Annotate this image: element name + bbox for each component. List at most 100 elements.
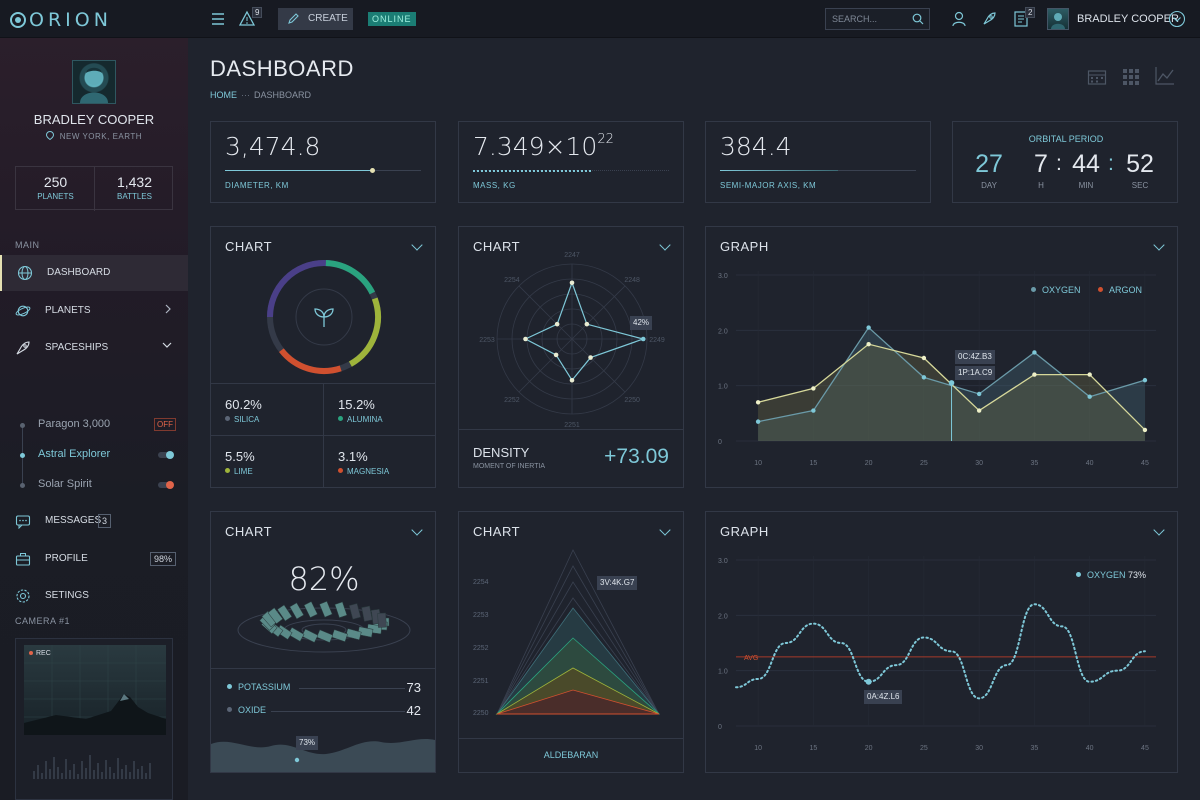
graph-tooltip: 0A:4Z.L6: [864, 690, 903, 704]
y-tick-label: 3.0: [718, 273, 728, 280]
gauge-block: [357, 626, 374, 638]
x-tick-label: 30: [975, 460, 983, 467]
sidebar-item-label: MESSAGES: [45, 515, 102, 526]
highlight-point: [865, 678, 872, 685]
chevron-down-icon[interactable]: [1168, 10, 1186, 28]
card-title: GRAPH: [720, 524, 769, 539]
divider: [459, 738, 683, 739]
orbital-day: 27 DAY: [969, 150, 1009, 190]
menu-icon[interactable]: [210, 10, 228, 28]
donut-chart-card: CHART 60.2% SILICA 15.2% ALUMINA 5.5% LI…: [210, 226, 436, 488]
metric-label: SILICA: [234, 415, 260, 424]
divider: [459, 429, 683, 430]
mass-base: 7.349×10: [473, 132, 598, 161]
sidebar-item-dashboard[interactable]: DASHBOARD: [0, 255, 188, 291]
stat-label: DIAMETER, KM: [225, 181, 289, 190]
orbital-value: 27: [975, 150, 1003, 178]
breadcrumb-current: DASHBOARD: [254, 90, 312, 100]
x-tick-label: 40: [1086, 745, 1094, 752]
sidebar-item-spaceships[interactable]: SPACESHIPS: [0, 330, 188, 366]
gauge-block: [345, 628, 362, 641]
oxygen-point: [755, 419, 761, 424]
sidebar-item-planets[interactable]: PLANETS: [0, 293, 188, 329]
gauge-block: [277, 604, 293, 622]
stat-card-diameter: 3,474.8 DIAMETER, KM: [210, 121, 436, 203]
logo-text: ORION: [29, 9, 112, 31]
graph-tooltip-line1: 0C:4Z.B3: [955, 350, 995, 364]
search-input[interactable]: SEARCH...: [825, 8, 930, 30]
oxygen-dotted-line: [735, 603, 1146, 700]
orbital-title: ORBITAL PERIOD: [1028, 134, 1104, 144]
x-tick-label: 10: [754, 460, 762, 467]
radar-chart-card: CHART 2247 2248 2249 2250 2251 2252 2253 2254 4…: [458, 226, 684, 488]
sidebar-item-messages[interactable]: MESSAGES 3: [0, 503, 188, 539]
argon-point: [921, 355, 927, 361]
orbital-minutes: 44 MIN: [1066, 150, 1106, 190]
gauge-block: [316, 629, 334, 643]
rec-label: REC: [36, 650, 51, 657]
submenu-item-astral-explorer[interactable]: Astral Explorer: [38, 448, 111, 460]
logo-icon: [10, 12, 26, 28]
rocket-icon[interactable]: [980, 10, 998, 28]
legend-argon: ARGON: [1098, 285, 1142, 295]
chart-icon[interactable]: [1155, 66, 1175, 91]
metric-value: 15.2%: [338, 397, 375, 412]
location-pin-icon: [45, 130, 60, 141]
pyramid-footer: ALDEBARAN: [543, 750, 599, 760]
gauge-block: [287, 627, 305, 642]
sidebar-item-profile[interactable]: PROFILE 98%: [0, 541, 188, 577]
orbital-unit: SEC: [1131, 181, 1149, 190]
legend-label: ARGON: [1109, 285, 1143, 295]
submenu-dot: [20, 483, 25, 488]
user-icon[interactable]: [950, 10, 968, 28]
time-separator: :: [1108, 152, 1114, 175]
create-button[interactable]: CREATE: [278, 8, 353, 30]
argon-point: [1142, 427, 1148, 433]
stat-planets: 250 PLANETS: [16, 174, 95, 201]
progress-fill: [473, 169, 591, 172]
legend-label: OXYGEN: [1042, 285, 1081, 295]
radar-point: [523, 336, 528, 342]
gauge-block: [289, 602, 305, 620]
tasks-icon[interactable]: [1012, 10, 1030, 28]
camera-image: [24, 645, 166, 779]
gauge-block: [267, 607, 284, 625]
gauge-block: [301, 628, 319, 643]
row-label-oxide: OXIDE: [238, 705, 267, 715]
orbital-unit: DAY: [981, 181, 997, 190]
toggle-astral-explorer[interactable]: [158, 451, 174, 459]
app-logo[interactable]: ORION: [10, 9, 112, 31]
legend-label: OXYGEN: [1087, 570, 1126, 580]
y-label: 2254: [473, 579, 489, 586]
metric-label: ALUMINA: [347, 415, 383, 424]
calendar-icon[interactable]: [1087, 68, 1107, 91]
radar-point: [553, 352, 559, 358]
orbital-unit: MIN: [1078, 181, 1094, 190]
avatar[interactable]: [1047, 8, 1069, 30]
progress-knob[interactable]: [370, 168, 375, 173]
alert-icon[interactable]: [238, 10, 256, 28]
radar-axis-label: 2251: [564, 422, 580, 427]
x-tick-label: 10: [754, 745, 762, 752]
submenu-item-paragon[interactable]: Paragon 3,000: [38, 418, 111, 430]
stat-label: MASS, KG: [473, 181, 516, 190]
planet-icon: [15, 303, 31, 319]
row-line: [271, 711, 405, 712]
x-tick-label: 45: [1141, 745, 1149, 752]
submenu-item-solar-spirit[interactable]: Solar Spirit: [38, 478, 92, 490]
profile-avatar[interactable]: [72, 60, 116, 104]
breadcrumb-home[interactable]: HOME: [210, 90, 237, 100]
progress-fill: [225, 170, 372, 171]
orbital-value: 52: [1126, 150, 1154, 178]
chevron-right-icon: [164, 304, 172, 317]
toggle-solar-spirit[interactable]: [158, 481, 174, 489]
metric-value: 60.2%: [225, 397, 262, 412]
donut-chart: [267, 260, 381, 374]
search-icon[interactable]: [912, 13, 924, 27]
sidebar-item-settings[interactable]: SETINGS: [0, 578, 188, 614]
avg-label: AVG: [744, 655, 759, 662]
gear-icon: [15, 588, 31, 604]
grid-icon[interactable]: [1122, 68, 1140, 91]
user-name-top[interactable]: BRADLEY COOPER: [1077, 13, 1179, 25]
camera-feed[interactable]: REC: [15, 638, 173, 800]
